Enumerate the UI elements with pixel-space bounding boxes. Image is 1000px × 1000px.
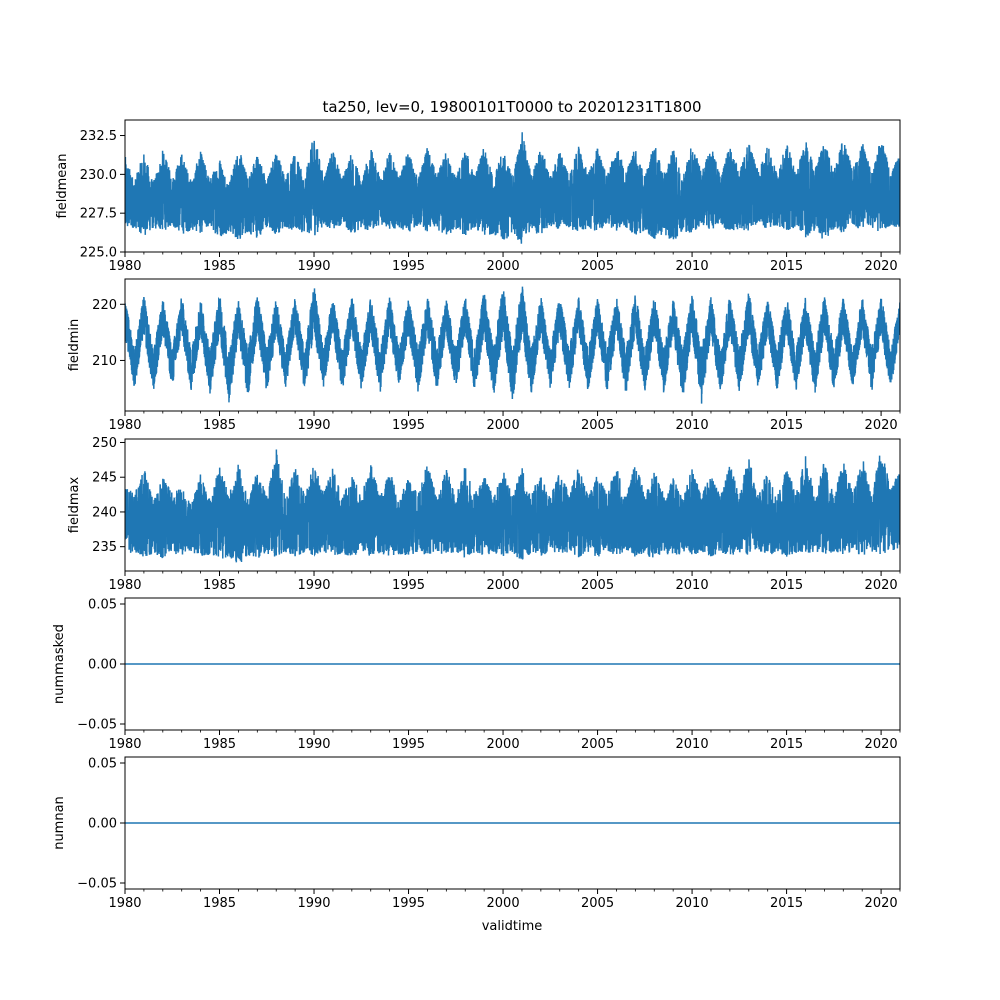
- panel-numnan: 1980 1985 1990 1995 2000 2005 2010 2015 2020 −0.0…: [52, 756, 901, 911]
- x-tick-label: 1985: [203, 896, 236, 911]
- x-tick-label: 2015: [770, 737, 803, 752]
- y-axis-label-nummasked: nummasked: [52, 624, 67, 704]
- y-tick-label: 0.05: [88, 598, 117, 613]
- series-line-fieldmin: [125, 286, 900, 404]
- x-tick-label: 1980: [108, 418, 141, 433]
- panel-fieldmean: 1980 1985 1990 1995 2000 2005 2010 2015 2020 225.…: [55, 119, 901, 274]
- axes-frame: [124, 119, 901, 253]
- x-tick-label: 2020: [865, 259, 898, 274]
- panels: 1980 1985 1990 1995 2000 2005 2010 2015 2020 225.…: [52, 119, 901, 911]
- y-axis-label-fieldmax: fieldmax: [67, 477, 82, 534]
- figure-title: ta250, lev=0, 19800101T0000 to 20201231T…: [322, 98, 701, 116]
- y-tick-label: 250: [92, 436, 117, 451]
- y-tick-label: −0.05: [77, 718, 117, 733]
- x-tick-label: 2015: [770, 578, 803, 593]
- x-tick-label: 2000: [487, 259, 520, 274]
- x-tick-label: 1990: [297, 737, 330, 752]
- y-tick-label: 0.00: [88, 658, 117, 673]
- x-tick-label: 1985: [203, 737, 236, 752]
- x-tick-label: 2000: [487, 418, 520, 433]
- x-tick-label: 2020: [865, 896, 898, 911]
- x-tick-label: 2010: [676, 578, 709, 593]
- x-tick-label: 2020: [865, 418, 898, 433]
- series-line-fieldmean: [125, 132, 900, 244]
- x-tick-label: 1995: [392, 259, 425, 274]
- x-tick-label: 1980: [108, 737, 141, 752]
- y-axis-label-fieldmean: fieldmean: [55, 154, 70, 219]
- y-tick-label: 232.5: [80, 129, 117, 144]
- x-tick-label: 2005: [581, 737, 614, 752]
- x-tick-label: 1995: [392, 737, 425, 752]
- x-tick-label: 1990: [297, 418, 330, 433]
- x-tick-label: 2000: [487, 896, 520, 911]
- x-tick-label: 1995: [392, 896, 425, 911]
- y-tick-label: 240: [92, 505, 117, 520]
- x-axis-label: validtime: [482, 919, 543, 934]
- panel-nummasked: 1980 1985 1990 1995 2000 2005 2010 2015 2020 −0.0…: [52, 597, 901, 752]
- x-tick-label: 1980: [108, 578, 141, 593]
- x-tick-label: 2015: [770, 896, 803, 911]
- y-tick-label: 210: [92, 354, 117, 369]
- x-tick-label: 2010: [676, 896, 709, 911]
- x-tick-label: 1990: [297, 896, 330, 911]
- x-tick-label: 1990: [297, 578, 330, 593]
- y-tick-label: −0.05: [77, 877, 117, 892]
- series-line-fieldmax: [125, 449, 900, 563]
- x-tick-label: 2005: [581, 418, 614, 433]
- y-tick-label: 245: [92, 471, 117, 486]
- x-tick-label: 2010: [676, 418, 709, 433]
- axes-frame: [124, 278, 901, 412]
- x-tick-label: 2005: [581, 578, 614, 593]
- x-tick-label: 2010: [676, 259, 709, 274]
- x-tick-label: 1985: [203, 259, 236, 274]
- x-tick-label: 2020: [865, 578, 898, 593]
- x-tick-label: 2010: [676, 737, 709, 752]
- x-tick-label: 2005: [581, 259, 614, 274]
- y-tick-label: 0.05: [88, 757, 117, 772]
- x-tick-label: 1990: [297, 259, 330, 274]
- x-tick-label: 1985: [203, 578, 236, 593]
- x-tick-label: 2005: [581, 896, 614, 911]
- y-tick-label: 230.0: [80, 168, 117, 183]
- x-tick-label: 1985: [203, 418, 236, 433]
- axes-frame: [124, 438, 901, 572]
- y-tick-label: 220: [92, 298, 117, 313]
- panel-fieldmax: 1980 1985 1990 1995 2000 2005 2010 2015 2020 235 2…: [67, 436, 901, 593]
- x-tick-label: 2020: [865, 737, 898, 752]
- x-tick-label: 1980: [108, 896, 141, 911]
- x-tick-label: 2015: [770, 259, 803, 274]
- x-tick-label: 2015: [770, 418, 803, 433]
- x-tick-label: 2000: [487, 737, 520, 752]
- y-tick-label: 0.00: [88, 817, 117, 832]
- panel-fieldmin: 1980 1985 1990 1995 2000 2005 2010 2015 2020 210 2…: [67, 278, 901, 433]
- y-tick-label: 227.5: [80, 207, 117, 222]
- y-axis-label-fieldmin: fieldmin: [67, 319, 82, 372]
- y-tick-label: 225.0: [80, 246, 117, 261]
- x-tick-label: 1980: [108, 259, 141, 274]
- y-axis-label-numnan: numnan: [52, 796, 67, 850]
- x-tick-label: 2000: [487, 578, 520, 593]
- x-tick-label: 1995: [392, 418, 425, 433]
- y-tick-label: 235: [92, 540, 117, 555]
- x-tick-label: 1995: [392, 578, 425, 593]
